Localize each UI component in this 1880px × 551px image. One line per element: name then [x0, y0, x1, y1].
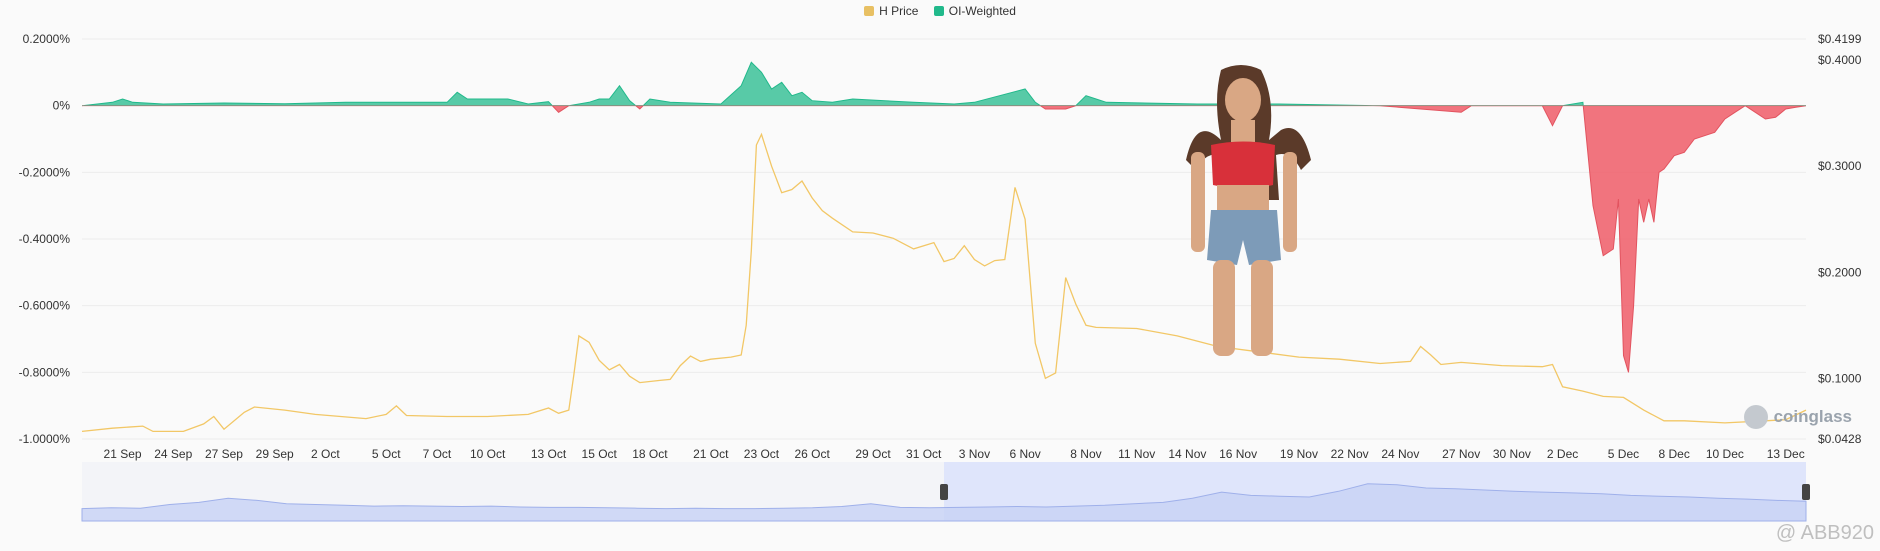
x-tick-label: 31 Oct [906, 447, 942, 461]
series-layer [81, 61, 1807, 433]
person-photo [1151, 60, 1340, 356]
x-tick-label: 22 Nov [1331, 447, 1369, 461]
left-tick-label: -0.8000% [19, 365, 71, 379]
legend-item-oi-weighted[interactable]: OI-Weighted [933, 4, 1016, 18]
legend: H Price OI-Weighted [0, 4, 1880, 19]
x-tick-label: 27 Nov [1442, 447, 1480, 461]
x-tick-label: 16 Nov [1219, 447, 1257, 461]
left-tick-label: -0.6000% [19, 299, 71, 313]
x-tick-label: 10 Dec [1706, 447, 1744, 461]
navigator-handle-left[interactable] [940, 484, 948, 500]
x-tick-label: 21 Sep [104, 447, 142, 461]
navigator-area [81, 483, 1807, 522]
x-tick-label: 23 Oct [744, 447, 780, 461]
legend-label-price: H Price [879, 4, 919, 18]
x-tick-label: 21 Oct [693, 447, 729, 461]
oi-weighted-negative-area [82, 105, 1806, 373]
right-tick-label: $0.3000 [1818, 159, 1862, 173]
coinglass-logo-icon [1743, 405, 1768, 429]
x-tick-label: 2 Dec [1547, 447, 1578, 461]
x-tick-label: 29 Oct [855, 447, 891, 461]
x-tick-label: 7 Oct [423, 447, 452, 461]
x-tick-label: 24 Nov [1381, 447, 1419, 461]
right-tick-label: $0.1000 [1818, 371, 1862, 385]
left-tick-label: 0% [53, 99, 71, 113]
range-navigator [81, 462, 1810, 522]
left-tick-label: -1.0000% [19, 432, 71, 446]
x-tick-label: 24 Sep [154, 447, 192, 461]
x-tick-label: 19 Nov [1280, 447, 1318, 461]
watermark-text: coinglass [1773, 407, 1852, 426]
right-tick-label: $0.0428 [1818, 432, 1862, 446]
x-tick-label: 6 Nov [1009, 447, 1040, 461]
right-tick-label: $0.4199 [1818, 32, 1862, 46]
legend-swatch-oi-weighted [933, 6, 944, 16]
x-tick-label: 13 Oct [531, 447, 567, 461]
x-tick-label: 26 Oct [794, 447, 830, 461]
h-price-line [81, 132, 1807, 433]
left-tick-label: -0.4000% [19, 232, 71, 246]
navigator-handle-right[interactable] [1802, 484, 1810, 500]
x-tick-label: 14 Nov [1168, 447, 1206, 461]
x-tick-label: 8 Dec [1658, 447, 1689, 461]
x-tick-label: 27 Sep [205, 447, 243, 461]
x-tick-label: 5 Dec [1608, 447, 1639, 461]
coinglass-watermark: coinglass [1743, 405, 1852, 429]
x-tick-label: 3 Nov [959, 447, 990, 461]
x-tick-label: 8 Nov [1070, 447, 1101, 461]
legend-label-oi-weighted: OI-Weighted [948, 4, 1016, 18]
x-tick-label: 11 Nov [1118, 447, 1155, 461]
right-tick-label: $0.2000 [1818, 265, 1862, 279]
x-tick-label: 10 Oct [470, 447, 506, 461]
x-tick-label: 2 Oct [311, 447, 340, 461]
x-axis: 21 Sep 24 Sep 27 Sep 29 Sep 2 Oct 5 Oct 7 Oct 1… [104, 447, 1805, 461]
x-tick-label: 30 Nov [1493, 447, 1531, 461]
oi-weighted-positive-area [82, 61, 1806, 106]
grid-lines [82, 38, 1806, 440]
left-tick-label: -0.2000% [19, 165, 71, 179]
right-tick-label: $0.4000 [1818, 53, 1862, 67]
x-tick-label: 15 Oct [582, 447, 618, 461]
x-tick-label: 13 Dec [1767, 447, 1805, 461]
x-tick-label: 29 Sep [256, 447, 294, 461]
left-axis: 0.2000% 0% -0.2000% -0.4000% -0.6000% -0.8000… [19, 32, 71, 446]
x-tick-label: 18 Oct [632, 447, 668, 461]
author-credit: @ ABB920 [1775, 522, 1874, 544]
legend-swatch-price [864, 6, 875, 16]
legend-item-price[interactable]: H Price [864, 4, 918, 18]
right-axis: $0.4199 $0.4000 $0.3000 $0.2000 $0.1000 $0.04… [1818, 32, 1862, 446]
left-tick-label: 0.2000% [23, 32, 71, 46]
x-tick-label: 5 Oct [372, 447, 401, 461]
